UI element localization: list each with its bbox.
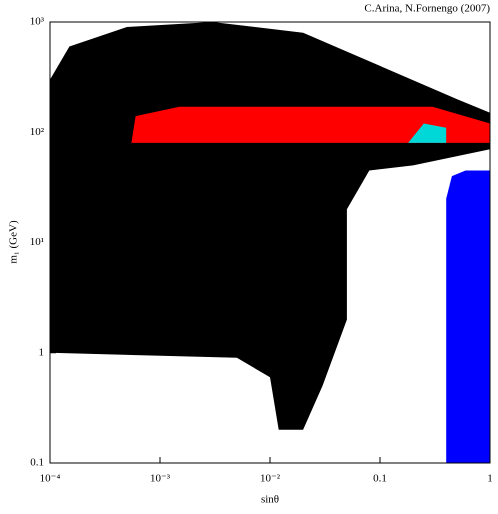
x-tick-label: 10⁻² bbox=[260, 473, 281, 485]
region bbox=[446, 170, 490, 463]
region bbox=[50, 22, 490, 430]
x-tick-label: 0.1 bbox=[373, 473, 387, 485]
y-tick-label: 10² bbox=[30, 126, 45, 138]
y-axis-label: m₁ (GeV) bbox=[8, 220, 20, 264]
x-tick-label: 10⁻³ bbox=[150, 473, 171, 485]
y-tick-label: 10³ bbox=[30, 16, 45, 28]
annotation: C.Arina, N.Fornengo (2007) bbox=[364, 3, 490, 15]
region bbox=[408, 123, 447, 143]
y-tick-label: 10¹ bbox=[30, 236, 44, 248]
y-tick-label: 0.1 bbox=[30, 457, 44, 469]
x-tick-label: 10⁻⁴ bbox=[40, 473, 61, 485]
x-tick-label: 1 bbox=[487, 473, 493, 485]
x-axis-label: sinθ bbox=[261, 494, 279, 506]
region bbox=[131, 106, 490, 143]
y-tick-label: 1 bbox=[39, 346, 45, 358]
